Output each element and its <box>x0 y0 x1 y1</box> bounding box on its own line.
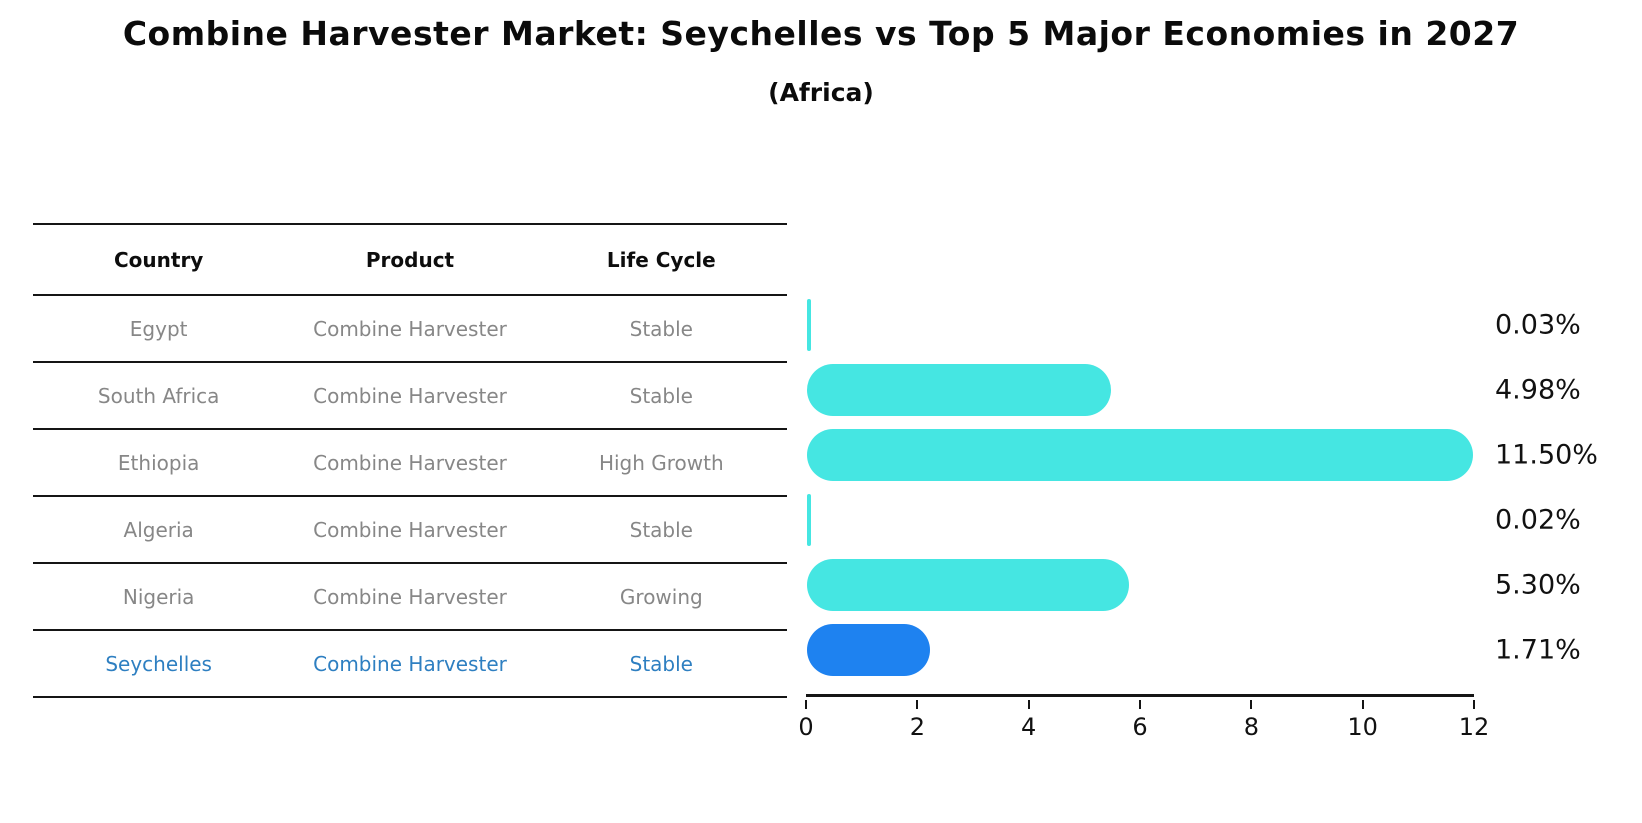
table-row-south-africa: South Africa Combine Harvester Stable <box>33 363 787 430</box>
bar-row: 4.98% <box>807 357 1637 422</box>
header-cell-lifecycle: Life Cycle <box>606 247 716 272</box>
axis-tick <box>805 700 807 709</box>
cell-lifecycle: Growing <box>619 584 703 609</box>
cell-lifecycle: Stable <box>629 651 693 676</box>
table-header-row: Country Product Life Cycle <box>33 225 787 296</box>
axis-tick-label: 4 <box>1021 713 1037 741</box>
axis-tick-label: 12 <box>1458 713 1490 741</box>
bar-algeria <box>807 493 811 546</box>
bar-row: 5.30% <box>807 552 1637 617</box>
info-table: Country Product Life Cycle Egypt Combine… <box>33 223 787 698</box>
bar-row: 1.71% <box>807 617 1637 682</box>
bar-chart: 0.03% 4.98% 11.50% 0.02% 5.30% 1.71% <box>807 292 1637 682</box>
table-row-seychelles: Seychelles Combine Harvester Stable <box>33 631 787 698</box>
cell-lifecycle: Stable <box>629 517 693 542</box>
header-cell-country: Country <box>113 247 204 272</box>
cell-product: Combine Harvester <box>313 450 507 475</box>
cell-lifecycle: Stable <box>629 383 693 408</box>
axis-tick-label: 10 <box>1347 713 1378 741</box>
bar-row: 0.03% <box>807 292 1637 357</box>
axis-tick <box>1473 700 1475 709</box>
axis-tick <box>916 700 919 709</box>
value-label-algeria: 0.02% <box>1495 504 1581 535</box>
chart-title: Combine Harvester Market: Seychelles vs … <box>122 14 1520 53</box>
cell-product: Combine Harvester <box>313 584 507 609</box>
axis-tick-label: 2 <box>909 713 925 741</box>
value-label-south-africa: 4.98% <box>1495 374 1581 405</box>
bar-ethiopia <box>807 428 1474 481</box>
cell-product: Combine Harvester <box>313 651 507 676</box>
axis-tick <box>1139 700 1141 709</box>
bar-egypt <box>807 298 811 351</box>
axis-tick-label: 6 <box>1132 713 1148 741</box>
cell-country: South Africa <box>97 383 220 408</box>
cell-country: Seychelles <box>105 651 212 676</box>
value-label-ethiopia: 11.50% <box>1495 439 1598 470</box>
bar-seychelles-highlighted <box>807 623 930 676</box>
x-axis: 0 2 4 6 8 10 12 <box>798 694 1489 741</box>
header-cell-product: Product <box>365 247 455 272</box>
cell-product: Combine Harvester <box>313 316 507 341</box>
cell-country: Algeria <box>123 517 194 542</box>
cell-lifecycle: High Growth <box>598 450 724 475</box>
table-row-algeria: Algeria Combine Harvester Stable <box>33 497 787 564</box>
value-label-nigeria: 5.30% <box>1495 569 1581 600</box>
axis-tick <box>1361 700 1364 709</box>
table-row-ethiopia: Ethiopia Combine Harvester High Growth <box>33 430 787 497</box>
value-label-egypt: 0.03% <box>1495 309 1581 340</box>
cell-product: Combine Harvester <box>313 517 507 542</box>
table-row-egypt: Egypt Combine Harvester Stable <box>33 296 787 363</box>
value-label-seychelles: 1.71% <box>1495 634 1581 665</box>
axis-tick <box>1250 700 1253 709</box>
chart-subtitle: (Africa) <box>768 78 874 107</box>
cell-country: Nigeria <box>122 584 195 609</box>
cell-country: Ethiopia <box>117 450 200 475</box>
cell-country: Egypt <box>129 316 188 341</box>
axis-tick <box>1027 700 1030 709</box>
bar-row: 0.02% <box>807 487 1637 552</box>
bar-nigeria <box>807 558 1130 611</box>
axis-tick-label: 0 <box>798 713 814 741</box>
axis-tick-label: 8 <box>1243 713 1259 741</box>
bar-row: 11.50% <box>807 422 1637 487</box>
cell-lifecycle: Stable <box>629 316 693 341</box>
cell-product: Combine Harvester <box>313 383 507 408</box>
table-row-nigeria: Nigeria Combine Harvester Growing <box>33 564 787 631</box>
bar-south-africa <box>807 363 1112 416</box>
